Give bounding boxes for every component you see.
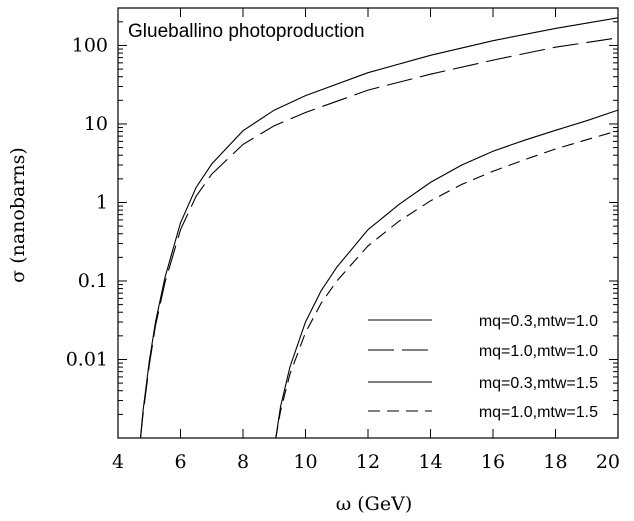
- y-tick-label: 0.1: [78, 270, 108, 292]
- x-axis-label: ω (GeV): [336, 493, 413, 515]
- x-tick-label: 18: [543, 451, 567, 473]
- ticks-layer: 4 6 8 10 12 14 16 18 20 0.01 0.1 1 10 100: [66, 7, 620, 473]
- x-tick-label: 8: [237, 451, 249, 473]
- legend-label: mq=0.3,mtw=1.0: [479, 313, 598, 330]
- chart-title: Glueballino photoproduction: [128, 21, 365, 42]
- x-tick-label: 10: [293, 451, 317, 473]
- legend-label: mq=1.0,mtw=1.5: [479, 404, 598, 421]
- y-tick-label: 100: [72, 34, 108, 56]
- legend-label: mq=0.3,mtw=1.5: [479, 375, 598, 392]
- x-tick-label: 4: [112, 451, 124, 473]
- series-line-3: [275, 109, 618, 438]
- legend: mq=0.3,mtw=1.0 mq=1.0,mtw=1.0 mq=0.3,mtw=1…: [368, 313, 598, 421]
- series-line-1: [139, 17, 618, 438]
- y-tick-label: 10: [84, 113, 108, 135]
- y-axis-label: σ (nanobarns): [7, 147, 29, 283]
- series-line-2: [139, 37, 618, 438]
- x-tick-label: 20: [596, 451, 620, 473]
- series-layer: [139, 17, 618, 438]
- series-line-4: [275, 130, 618, 438]
- y-tick-label: 0.01: [66, 348, 108, 370]
- y-tick-label: 1: [96, 191, 108, 213]
- x-tick-label: 12: [356, 451, 380, 473]
- x-tick-label: 6: [174, 451, 186, 473]
- legend-label: mq=1.0,mtw=1.0: [479, 343, 598, 360]
- x-tick-label: 16: [481, 451, 505, 473]
- x-tick-label: 14: [418, 451, 442, 473]
